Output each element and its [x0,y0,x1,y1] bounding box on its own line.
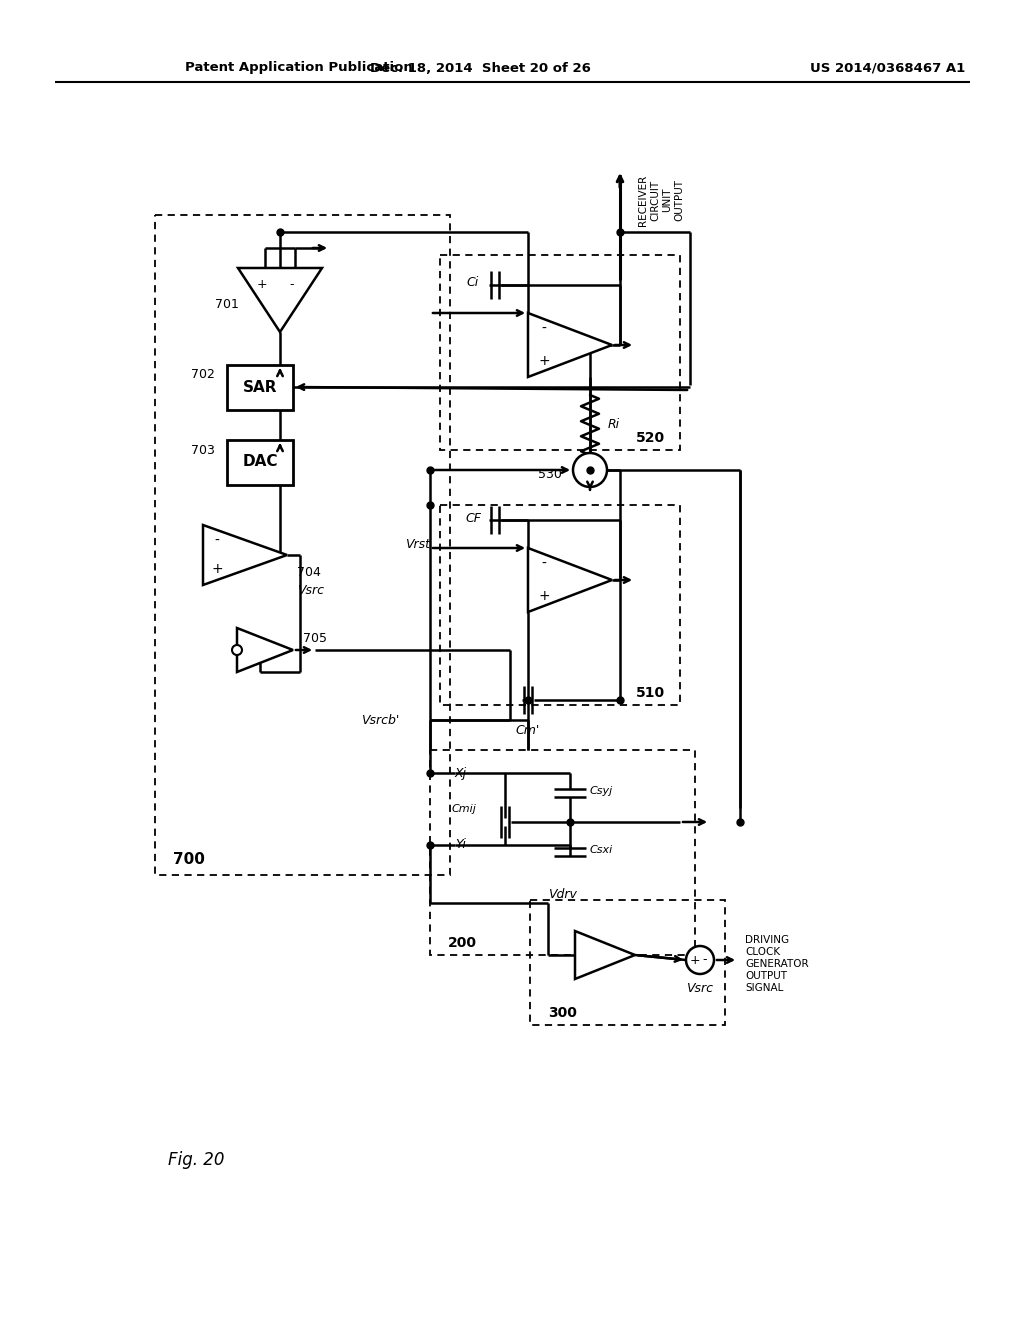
Text: SIGNAL: SIGNAL [745,983,783,993]
Text: 702: 702 [191,368,215,381]
Polygon shape [528,313,612,378]
Text: Fig. 20: Fig. 20 [168,1151,224,1170]
Text: +: + [539,589,550,603]
Text: Ci: Ci [467,276,479,289]
Text: CF: CF [465,511,481,524]
Text: Dec. 18, 2014  Sheet 20 of 26: Dec. 18, 2014 Sheet 20 of 26 [370,62,591,74]
Text: Vsrc: Vsrc [297,583,324,597]
Bar [155,215,450,875]
Text: Yi: Yi [455,838,466,851]
Text: 300: 300 [548,1006,577,1020]
Text: 704: 704 [297,566,321,579]
Text: Ri: Ri [608,418,621,432]
Text: 701: 701 [215,298,239,312]
Bar [227,366,293,411]
Polygon shape [238,268,322,333]
Bar [227,440,293,484]
Bar [530,900,725,1026]
Text: DRIVING: DRIVING [745,935,790,945]
Bar [430,750,695,954]
Text: Vsrcb': Vsrcb' [360,714,399,726]
Text: SAR: SAR [243,380,278,395]
Polygon shape [528,548,612,612]
Text: OUTPUT: OUTPUT [674,180,684,220]
Text: CLOCK: CLOCK [745,946,780,957]
Circle shape [573,453,607,487]
Polygon shape [203,525,287,585]
Text: UNIT: UNIT [662,187,672,213]
Text: Xj: Xj [455,767,467,780]
Text: CIRCUIT: CIRCUIT [650,180,660,220]
Bar [440,506,680,705]
Text: Patent Application Publication: Patent Application Publication [185,62,413,74]
Polygon shape [237,628,293,672]
Circle shape [686,946,714,974]
Text: US 2014/0368467 A1: US 2014/0368467 A1 [810,62,966,74]
Text: Cmij: Cmij [452,804,477,814]
Bar [440,255,680,450]
Text: -: - [290,279,294,292]
Text: Vsrc: Vsrc [686,982,714,994]
Text: 705: 705 [303,631,327,644]
Text: +: + [257,279,267,292]
Text: Csxi: Csxi [590,845,613,855]
Text: -: - [542,557,547,572]
Text: RECEIVER: RECEIVER [638,174,648,226]
Circle shape [232,645,242,655]
Text: 510: 510 [636,686,665,700]
Text: -: - [215,535,219,548]
Text: +: + [539,354,550,368]
Text: Cm': Cm' [516,723,540,737]
Text: +: + [690,953,700,966]
Text: -: - [542,322,547,337]
Text: Csyj: Csyj [590,785,613,796]
Text: Vrst: Vrst [406,539,430,552]
Text: Vdrv: Vdrv [548,888,577,902]
Text: 703: 703 [191,444,215,457]
Text: +: + [211,562,223,576]
Text: 200: 200 [449,936,477,950]
Text: OUTPUT: OUTPUT [745,972,787,981]
Text: 700: 700 [173,853,205,867]
Text: -: - [702,953,708,966]
Text: 530: 530 [539,467,562,480]
Polygon shape [575,931,635,979]
Text: DAC: DAC [243,454,278,470]
Text: 520: 520 [636,432,665,445]
Text: GENERATOR: GENERATOR [745,960,809,969]
